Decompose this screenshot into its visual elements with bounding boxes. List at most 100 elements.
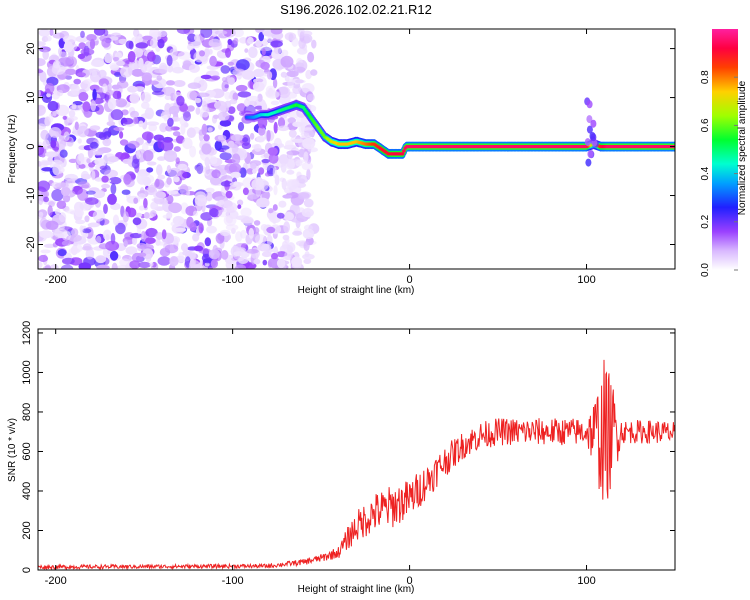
noise-cell	[242, 187, 249, 196]
noise-cell	[62, 194, 71, 203]
noise-cell	[64, 173, 79, 182]
spectrogram-y-ticks: 20 10 0 -10 -20	[25, 42, 675, 252]
noise-cell	[195, 92, 210, 98]
noise-cell	[50, 140, 57, 149]
noise-cell	[68, 234, 82, 242]
snr-panel: -200 -100 0 100 0 200 400 600 800 1000 1200 Heigh…	[7, 321, 676, 595]
noise-cell	[258, 31, 265, 42]
noise-cell	[52, 163, 61, 176]
noise-cell	[180, 243, 189, 252]
noise-cell	[91, 149, 96, 156]
noise-cell	[250, 162, 257, 170]
noise-cell	[253, 143, 262, 152]
snr-y-label: SNR (10 * v/v)	[7, 418, 18, 482]
noise-cell	[92, 209, 105, 222]
noise-cell	[63, 41, 74, 53]
noise-cell	[61, 240, 71, 246]
noise-cell	[90, 100, 97, 112]
noise-cell	[52, 32, 65, 39]
noise-cell	[146, 161, 157, 166]
noise-cell	[175, 157, 180, 165]
noise-cell	[238, 256, 249, 264]
y-tick-label: 800	[21, 403, 33, 421]
noise-cell	[231, 144, 239, 154]
noise-cell	[38, 41, 46, 47]
noise-cell	[89, 38, 96, 50]
noise-cell	[292, 85, 302, 95]
noise-cell	[205, 164, 210, 175]
noise-cell	[257, 126, 266, 136]
noise-cell	[83, 243, 92, 251]
noise-cell	[172, 227, 187, 232]
noise-cell	[143, 198, 148, 209]
noise-cell	[292, 121, 303, 128]
noise-cell	[166, 55, 173, 67]
noise-cell	[78, 262, 92, 269]
noise-cell	[129, 92, 140, 104]
noise-cell	[65, 209, 77, 214]
noise-cell	[172, 131, 181, 137]
noise-cell	[273, 46, 282, 55]
noise-cell	[287, 78, 295, 89]
noise-cell	[44, 35, 52, 42]
noise-cell	[94, 157, 105, 166]
noise-cell	[265, 90, 280, 99]
feature-cell	[584, 138, 591, 147]
noise-cell	[214, 30, 228, 35]
noise-cell	[200, 106, 210, 118]
noise-cell	[211, 169, 221, 179]
noise-cell	[55, 182, 69, 188]
x-tick-label: -100	[222, 274, 244, 286]
noise-cell	[131, 68, 145, 77]
noise-cell	[306, 93, 315, 101]
noise-cell	[75, 219, 86, 225]
noise-cell	[219, 229, 231, 237]
noise-cell	[138, 57, 144, 69]
y-tick-label: 1200	[21, 321, 33, 345]
noise-cell	[203, 134, 210, 142]
noise-cell	[40, 129, 49, 140]
noise-cell	[210, 176, 222, 186]
noise-cell	[237, 91, 252, 98]
noise-cell	[126, 207, 137, 218]
noise-cell	[96, 87, 104, 94]
noise-cell	[110, 183, 117, 195]
noise-cell	[237, 121, 245, 132]
noise-cell	[136, 150, 141, 160]
noise-cell	[244, 48, 249, 53]
noise-cell	[127, 140, 140, 149]
noise-cell	[166, 190, 179, 195]
feature-cell	[590, 119, 597, 128]
noise-cell	[161, 229, 167, 240]
noise-cell	[227, 38, 233, 46]
feature-cell	[585, 158, 592, 167]
noise-cell	[186, 105, 195, 112]
noise-cell	[103, 229, 112, 241]
noise-cell	[38, 211, 44, 218]
noise-cell	[266, 129, 271, 142]
noise-cell	[62, 115, 67, 120]
noise-cell	[103, 29, 109, 37]
noise-cell	[302, 228, 315, 239]
noise-cell	[216, 209, 230, 218]
colorbar-label: Normalized spectral amplitude	[737, 80, 748, 215]
noise-cell	[281, 178, 287, 190]
noise-cell	[208, 38, 222, 48]
noise-cell	[38, 58, 46, 67]
snr-x-ticks: -200 -100 0 100	[45, 329, 596, 587]
noise-cell	[225, 190, 233, 199]
noise-cell	[95, 235, 102, 244]
noise-cell	[258, 46, 272, 52]
noise-cell	[109, 250, 119, 261]
noise-cell	[91, 70, 98, 77]
noise-cell	[224, 163, 238, 175]
spectrogram-frame	[37, 28, 676, 270]
noise-cell	[143, 212, 150, 219]
noise-cell	[193, 210, 198, 217]
noise-cell	[285, 140, 294, 149]
noise-cell	[186, 90, 198, 101]
noise-cell	[245, 95, 259, 102]
noise-cell	[218, 199, 225, 206]
noise-cell	[153, 77, 167, 89]
noise-cell	[56, 200, 67, 209]
